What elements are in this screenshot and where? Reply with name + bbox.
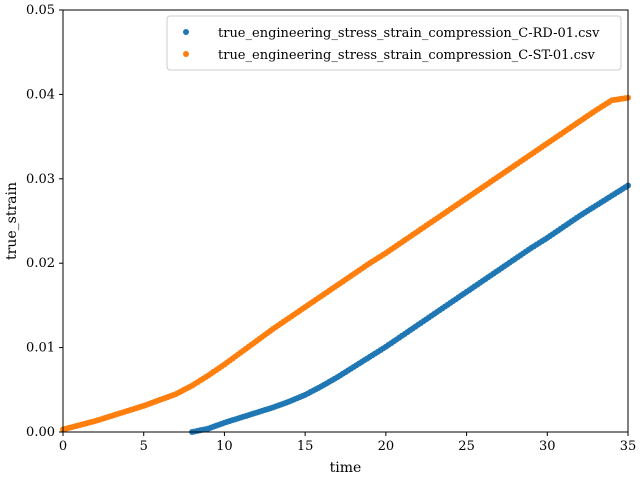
y-tick-label: 0.00 [26,425,55,440]
series-1 [60,94,631,433]
legend-label-st: true_engineering_stress_strain_compressi… [218,48,596,63]
points-layer [60,94,631,435]
series-0 [189,182,631,435]
legend-label-rd: true_engineering_stress_strain_compressi… [218,26,600,41]
legend-marker-rd [183,29,189,35]
y-tick-label: 0.04 [26,87,55,102]
x-tick-label: 20 [378,439,395,454]
x-tick-label: 35 [620,439,637,454]
x-tick-label: 15 [297,439,314,454]
x-ticks: 0 5 10 15 20 25 30 35 [59,432,636,454]
x-axis-label: time [330,460,362,476]
legend: true_engineering_stress_strain_compressi… [166,15,622,71]
y-axis-label: true_strain [4,182,20,260]
x-tick-label: 10 [216,439,233,454]
x-tick-label: 30 [539,439,556,454]
plot-frame [62,9,629,433]
y-tick-label: 0.01 [26,341,55,356]
y-tick-label: 0.02 [26,256,55,271]
y-tick-label: 0.05 [26,3,55,18]
legend-marker-st [183,51,189,57]
x-tick-label: 0 [59,439,67,454]
legend-box [166,15,622,71]
y-tick-label: 0.03 [26,172,55,187]
x-tick-label: 5 [140,439,148,454]
x-tick-label: 25 [458,439,475,454]
y-ticks: 0.00 0.01 0.02 0.03 0.04 0.05 [26,3,63,440]
